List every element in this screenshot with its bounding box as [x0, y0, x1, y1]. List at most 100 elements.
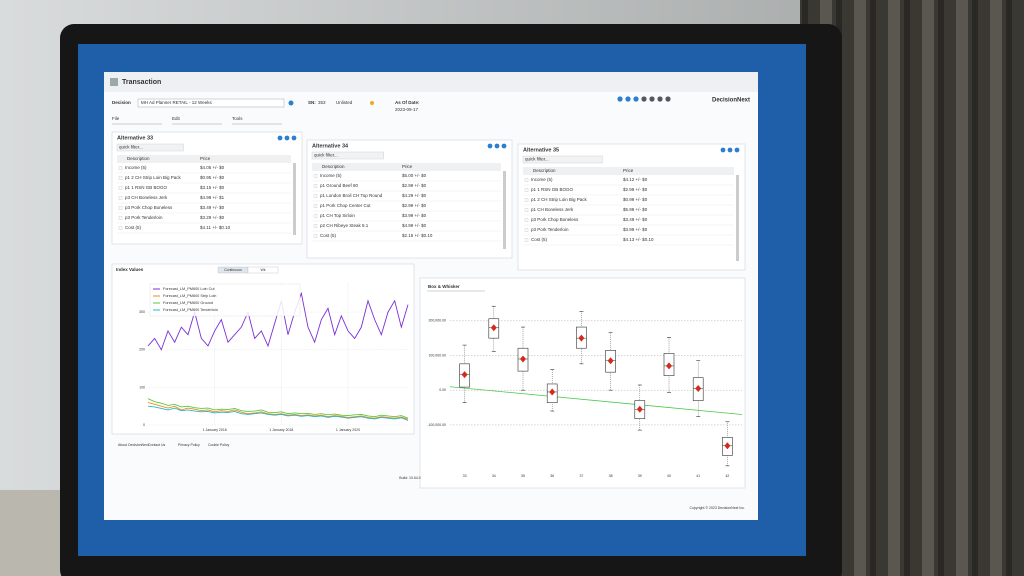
filter-box[interactable]	[116, 143, 184, 152]
toolbar-icon[interactable]	[641, 96, 647, 102]
status-dot	[370, 101, 374, 105]
description: p1 1 RSN GB BOGO	[531, 187, 574, 192]
price: $4.05 +/- $0	[200, 165, 225, 170]
toolbar-icon[interactable]	[657, 96, 663, 102]
row-checkbox[interactable]	[524, 178, 529, 182]
price: $2.99 +/- $0	[623, 187, 648, 192]
panel-icon[interactable]	[284, 135, 290, 141]
toolbar-icon[interactable]	[665, 96, 671, 102]
price: $3.99 +/- $0	[623, 227, 648, 232]
row-checkbox[interactable]	[313, 214, 318, 218]
copyright: Copyright © 2023 DecisionNext Inc.	[690, 506, 746, 510]
panel-icon[interactable]	[487, 143, 493, 149]
description: Cost (5)	[320, 233, 337, 238]
row-checkbox[interactable]	[524, 208, 529, 212]
toolbar-icon[interactable]	[649, 96, 655, 102]
toolbar-icon[interactable]	[633, 96, 639, 102]
row-checkbox[interactable]	[524, 198, 529, 202]
row-checkbox[interactable]	[118, 166, 123, 170]
filter-placeholder: quick filter...	[119, 145, 143, 150]
panel-icon[interactable]	[277, 135, 283, 141]
mean-marker	[636, 405, 643, 413]
panel-icon[interactable]	[734, 147, 740, 153]
row-checkbox[interactable]	[313, 184, 318, 188]
price: $4.12 +/- $0	[623, 177, 648, 182]
panel-icon[interactable]	[494, 143, 500, 149]
table-header	[312, 163, 501, 171]
price: $2.99 +/- $0	[402, 183, 427, 188]
toolbar-icon[interactable]	[625, 96, 631, 102]
decision-value: MH Ad Planner RETAIL - 12 Weeks	[141, 100, 212, 105]
alternative-panel	[306, 139, 513, 259]
decision-select[interactable]	[137, 98, 285, 108]
x-tick-label: 39	[638, 474, 642, 478]
row-checkbox[interactable]	[118, 216, 123, 220]
footer-link: About DecisionNext	[118, 443, 149, 447]
row-checkbox[interactable]	[118, 226, 123, 230]
mean-marker	[461, 371, 468, 379]
panel-icon[interactable]	[291, 135, 297, 141]
row-checkbox[interactable]	[524, 188, 529, 192]
price: $0.99 +/- $0	[623, 197, 648, 202]
price: $0.95 +/- $0	[200, 175, 225, 180]
icon[interactable]	[288, 100, 294, 106]
toggle[interactable]	[247, 266, 279, 274]
column-header: Price	[623, 168, 634, 173]
row-checkbox[interactable]	[524, 218, 529, 222]
panel-icon[interactable]	[501, 143, 507, 149]
y-tick-label: 0.00	[439, 388, 446, 392]
table-header	[523, 167, 734, 175]
row-checkbox[interactable]	[118, 196, 123, 200]
filter-box[interactable]	[311, 151, 384, 160]
status: Unlisted	[336, 100, 353, 105]
x-tick-label: 33	[463, 474, 467, 478]
row-checkbox[interactable]	[118, 176, 123, 180]
app-title: Transaction	[122, 79, 161, 86]
chart-title: Index Values	[116, 267, 144, 272]
row-checkbox[interactable]	[524, 238, 529, 242]
description: Income (5)	[320, 173, 342, 178]
description: p1 Pork Chop Center Cut	[320, 203, 371, 208]
sn-label: SN:	[308, 100, 316, 105]
filter-box[interactable]	[522, 155, 603, 164]
toggle-label: Wk	[260, 268, 265, 272]
table-header	[117, 155, 291, 163]
as-of-label: As Of Date:	[395, 100, 420, 105]
app: Transaction Decision MH Ad Planner RETAIL …	[111, 79, 750, 510]
mean-marker	[578, 334, 585, 342]
price: $4.11 +/- $0.10	[200, 225, 231, 230]
row-checkbox[interactable]	[118, 186, 123, 190]
alternative-title: Alternative 35	[523, 147, 559, 153]
legend-label: Forecast_LM_PM600 Tenderloin	[163, 308, 218, 312]
row-checkbox[interactable]	[313, 224, 318, 228]
row-checkbox[interactable]	[313, 194, 318, 198]
description: Income (5)	[125, 165, 147, 170]
row-checkbox[interactable]	[313, 204, 318, 208]
column-header: Price	[200, 156, 211, 161]
filter-placeholder: quick filter...	[525, 157, 549, 162]
legend-label: Forecast_LM_PM600 Loin Cut	[163, 287, 215, 291]
mean-marker	[549, 388, 556, 396]
y-tick-label: 100	[139, 385, 145, 389]
row-checkbox[interactable]	[524, 228, 529, 232]
chart-title: Box & Whisker	[428, 284, 460, 289]
toolbar-icon[interactable]	[617, 96, 623, 102]
title-bar	[104, 72, 758, 92]
panel-icon[interactable]	[720, 147, 726, 153]
description: Cost (5)	[531, 237, 548, 242]
column-header: Description	[533, 168, 556, 173]
price: $4.99 +/- $0	[402, 223, 427, 228]
row-checkbox[interactable]	[313, 234, 318, 238]
row-checkbox[interactable]	[313, 174, 318, 178]
description: p1 1 RSN GB BOGO	[125, 185, 168, 190]
price: $5.00 +/- $0	[402, 173, 427, 178]
reference-line	[449, 386, 743, 415]
menu-icon[interactable]	[110, 78, 118, 86]
description: p1 Ground Beef 80	[320, 183, 359, 188]
x-tick-label: 41	[696, 474, 700, 478]
description: p3 Pork Chop Boneless	[125, 205, 173, 210]
x-tick-label: 34	[492, 474, 496, 478]
panel-icon[interactable]	[727, 147, 733, 153]
row-checkbox[interactable]	[118, 206, 123, 210]
description: Cost (5)	[125, 225, 142, 230]
